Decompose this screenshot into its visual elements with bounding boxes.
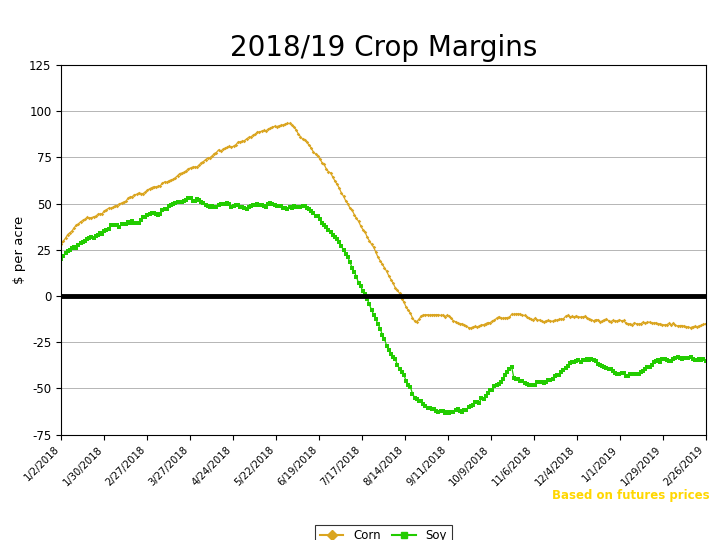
Text: Iowa State University: Iowa State University [11, 489, 227, 507]
Text: Ag Decision Maker: Ag Decision Maker [550, 518, 709, 534]
Legend: Corn, Soy: Corn, Soy [315, 525, 451, 540]
Text: Extension and Outreach/Department of Economics: Extension and Outreach/Department of Eco… [11, 516, 288, 526]
Text: Based on futures prices: Based on futures prices [552, 489, 709, 502]
Y-axis label: $ per acre: $ per acre [14, 215, 27, 284]
Title: 2018/19 Crop Margins: 2018/19 Crop Margins [230, 35, 537, 63]
